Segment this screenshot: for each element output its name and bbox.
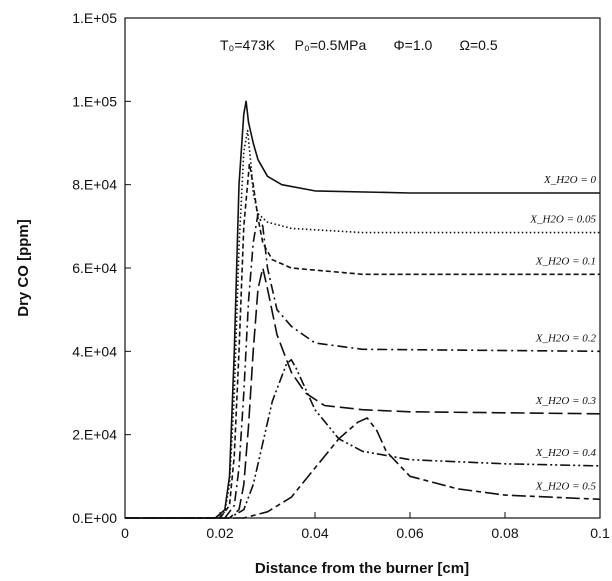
series-label-2: X_H2O = 0.1 <box>535 255 596 267</box>
plot-frame <box>124 17 601 519</box>
x-tick-label: 0.08 <box>491 525 518 541</box>
series-line-0 <box>125 100 600 519</box>
y-axis-ticks: 0.E+00 2.E+04 4.E+04 6.E+04 8.E+04 1.E+05 1.E+… <box>72 10 131 526</box>
x-tick-label: 0.06 <box>396 525 423 541</box>
series-line-1 <box>125 129 600 519</box>
x-tick-label: 0.02 <box>206 525 233 541</box>
condition-annotation: T₀=473K P₀=0.5MPa Φ=1.0 Ω=0.5 <box>220 37 498 53</box>
series-line-5 <box>125 358 601 519</box>
y-tick-label: 8.E+04 <box>72 177 117 193</box>
series-label-0: X_H2O = 0 <box>543 174 597 186</box>
x-tick-label: 0.04 <box>301 525 328 541</box>
series-label-3: X_H2O = 0.2 <box>535 332 597 344</box>
y-tick-label: 1.E+05 <box>72 10 117 26</box>
x-tick-label: 0.1 <box>590 525 610 541</box>
series-line-6 <box>125 417 601 519</box>
y-tick-label: 0.E+00 <box>72 510 117 526</box>
x-axis-ticks: 0 0.02 0.04 0.06 0.08 0.1 <box>121 512 610 541</box>
y-tick-label: 2.E+04 <box>72 427 117 443</box>
y-axis-label: Dry CO [ppm] <box>15 219 32 317</box>
series-line-3 <box>125 213 601 519</box>
series-label-6: X_H2O = 0.5 <box>535 480 597 492</box>
series-line-2 <box>125 163 600 519</box>
series-line-4 <box>125 267 601 519</box>
series-label-1: X_H2O = 0.05 <box>529 214 596 226</box>
series-labels: X_H2O = 0 X_H2O = 0.05 X_H2O = 0.1 X_H2O = … <box>529 174 596 492</box>
series-label-4: X_H2O = 0.3 <box>535 395 597 407</box>
y-tick-label: 4.E+04 <box>72 343 117 359</box>
y-tick-label: 6.E+04 <box>72 260 117 276</box>
y-tick-label: 1.E+05 <box>72 93 117 109</box>
series-layer <box>125 100 601 519</box>
series-label-5: X_H2O = 0.4 <box>535 447 597 459</box>
x-tick-label: 0 <box>121 525 129 541</box>
x-axis-label: Distance from the burner [cm] <box>255 560 469 577</box>
